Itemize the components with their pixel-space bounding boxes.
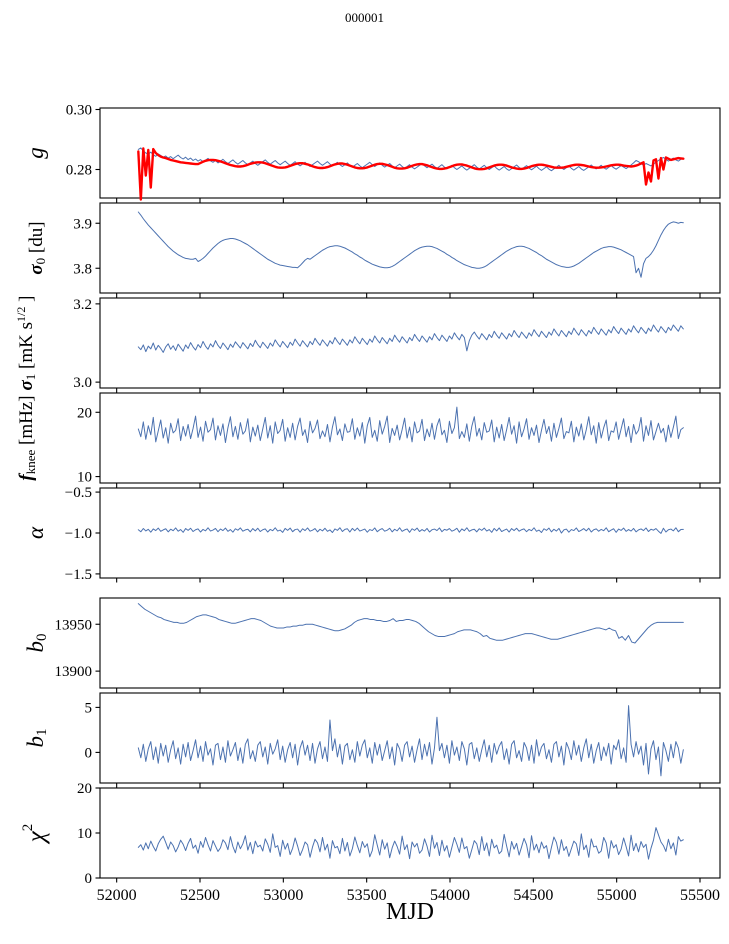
xtick-label-4: 54000 (430, 887, 470, 904)
series-g_model (137, 147, 685, 201)
ytick-label-0-1: 0.30 (66, 103, 92, 119)
xtick-label-2: 53000 (263, 887, 303, 904)
ytick-label-3-0: 10 (77, 470, 92, 486)
ytick-label-2-0: 3.0 (73, 375, 92, 391)
ytick-label-3-1: 20 (77, 405, 92, 421)
panel-2: 3.0 3.2 (73, 297, 721, 393)
ytick-label-5-1: 13950 (55, 617, 93, 633)
ylabel-3: fknee [mHz] (16, 395, 38, 480)
panel-frame-6 (99, 692, 721, 784)
panel-frame-7 (99, 787, 721, 879)
ylabel-text-0: g (23, 147, 48, 159)
ytick-label-2-1: 3.2 (73, 297, 92, 313)
panel-3: 10 20 (77, 392, 721, 488)
panel-4: −1.5 −1.0 −0.5 (65, 485, 721, 583)
series-alpha (137, 527, 684, 534)
ytick-label-4-1: −1.0 (65, 526, 92, 542)
series-sigma0 (137, 211, 684, 278)
xtick-label-6: 55000 (597, 887, 637, 904)
panel-1: 3.8 3.9 (73, 202, 721, 298)
ylabel-7: χ2 (20, 824, 49, 845)
xtick-label-0: 52000 (97, 887, 137, 904)
xtick-label-3: 53500 (347, 887, 387, 904)
series-b0 (137, 603, 684, 644)
ytick-label-6-0: 0 (85, 745, 93, 761)
ytick-label-5-0: 13900 (55, 664, 93, 680)
ytick-label-6-1: 5 (85, 700, 93, 716)
ylabel-5: b0 (23, 634, 50, 653)
panel-0: 0.28 0.30 (66, 103, 721, 203)
panel-frame-2 (99, 297, 721, 389)
panel-frame-1 (99, 202, 721, 294)
ylabel-2: σ1 [mK s1/2 ] (14, 296, 38, 391)
ytick-label-7-1: 10 (77, 826, 92, 842)
series-b1 (137, 705, 684, 777)
panel-frame-0 (99, 107, 721, 199)
xtick-label-1: 52500 (180, 887, 220, 904)
series-fknee (137, 406, 684, 444)
figure-title: 000001 (345, 10, 384, 25)
panel-7: 0 10 20 52000 52500 53000 53500 54000 54500 55000… (77, 781, 721, 904)
ylabel-text-3: fknee [mHz] (16, 395, 38, 480)
ylabel-4: α (23, 526, 48, 539)
ylabel-0: g (23, 147, 48, 159)
ytick-label-7-0: 0 (85, 871, 93, 887)
panel-frame-5 (99, 597, 721, 689)
ylabel-text-2: σ1 [mK s1/2 ] (14, 296, 38, 391)
ytick-label-7-2: 20 (77, 781, 92, 797)
panel-5: 13900 13950 (55, 597, 721, 693)
series-sigma1 (137, 324, 684, 353)
ytick-label-4-0: −1.5 (65, 567, 92, 583)
ylabel-1: σ0 [du] (26, 221, 48, 274)
ylabel-text-7: χ2 (20, 824, 49, 845)
xaxis-label: MJD (386, 899, 434, 925)
ytick-label-0-0: 0.28 (66, 163, 92, 179)
ytick-label-1-1: 3.9 (73, 216, 92, 232)
ylabel-text-6: b1 (23, 729, 50, 748)
ylabel-text-4: α (23, 526, 48, 539)
panel-6: 05 (85, 692, 721, 788)
ytick-label-4-2: −0.5 (65, 485, 92, 501)
ylabel-6: b1 (23, 729, 50, 748)
xtick-label-5: 54500 (513, 887, 553, 904)
panel-frame-3 (99, 392, 721, 484)
ylabel-text-1: σ0 [du] (26, 221, 48, 274)
panel-frame-4 (99, 487, 721, 579)
ytick-label-1-0: 3.8 (73, 261, 92, 277)
ylabel-text-5: b0 (23, 634, 50, 653)
series-chi2 (137, 827, 684, 860)
xtick-label-7: 55500 (680, 887, 720, 904)
